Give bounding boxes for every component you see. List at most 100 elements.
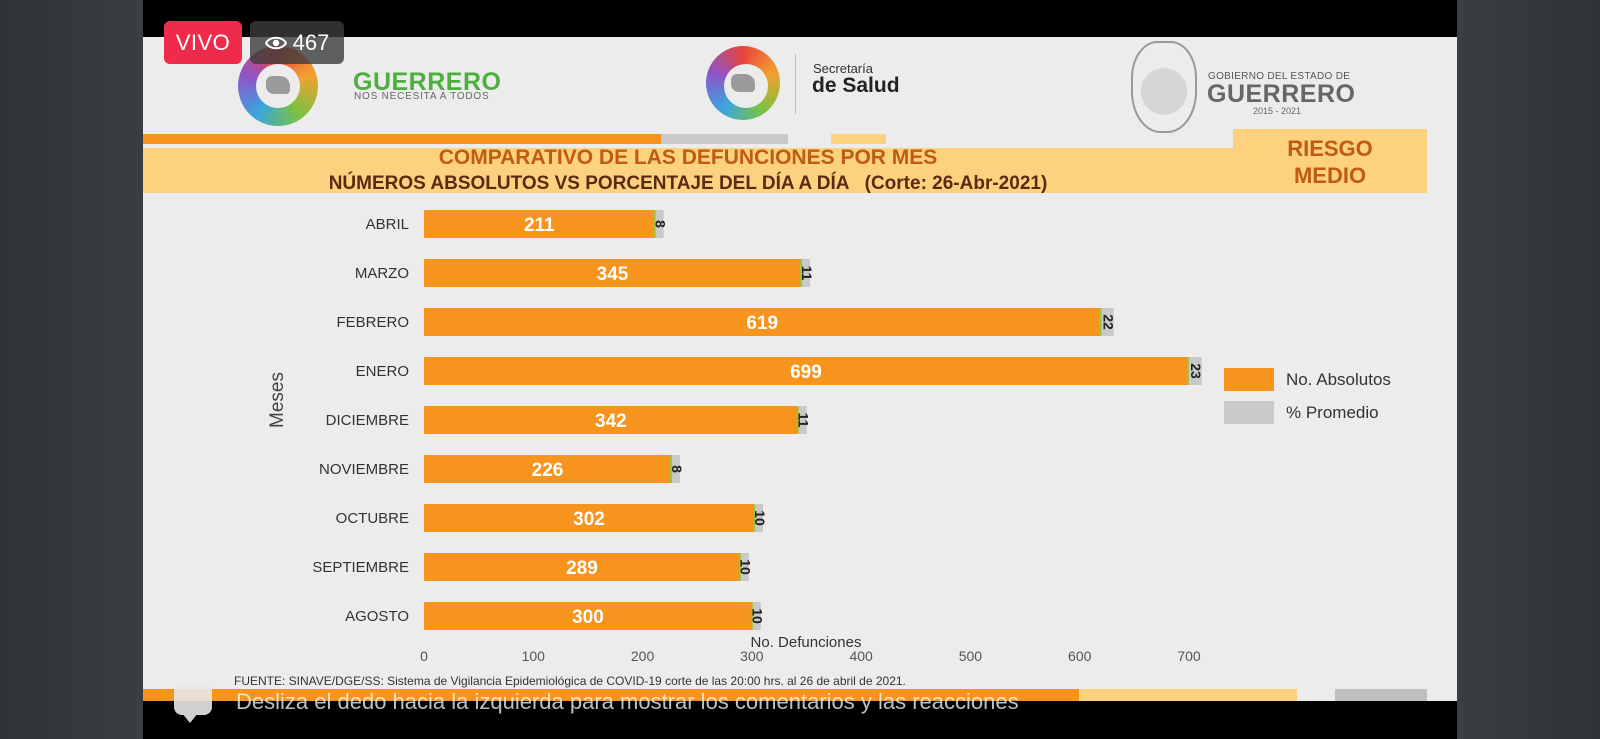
bar-separator xyxy=(1099,308,1102,336)
bar-promedio xyxy=(739,553,749,581)
comment-bar xyxy=(143,701,1457,739)
x-tick-label: 0 xyxy=(420,648,428,664)
category-label: DICIEMBRE xyxy=(326,412,409,429)
data-label-absolutos: 699 xyxy=(790,362,822,383)
gobierno-label: GOBIERNO DEL ESTADO DE xyxy=(1208,71,1351,82)
bar-promedio xyxy=(754,504,764,532)
risk-line2: MEDIO xyxy=(1293,163,1367,188)
legend-label: % Promedio xyxy=(1286,402,1379,422)
data-label-absolutos: 211 xyxy=(524,215,555,236)
data-label-promedio: 23 xyxy=(1188,363,1204,379)
x-tick-label: 600 xyxy=(1068,648,1092,664)
bar-promedio xyxy=(801,259,811,287)
gobierno-name: GUERRERO xyxy=(1207,80,1356,108)
x-tick-label: 700 xyxy=(1177,648,1201,664)
data-label-promedio: 8 xyxy=(652,220,668,228)
guerrero-tagline: NOS NECESITA A TODOS xyxy=(354,91,490,102)
data-label-promedio: 8 xyxy=(669,465,685,473)
viewer-count: 467 xyxy=(292,29,330,55)
data-label-promedio: 11 xyxy=(799,266,815,281)
bar-promedio xyxy=(1187,357,1202,385)
category-label: ABRIL xyxy=(366,216,409,233)
x-tick-label: 400 xyxy=(849,648,873,664)
legend-label: No. Absolutos xyxy=(1286,369,1391,389)
data-label-absolutos: 345 xyxy=(597,264,629,285)
strip-orange xyxy=(143,134,661,144)
bar-absolutos xyxy=(424,259,802,287)
data-label-promedio: 10 xyxy=(738,559,754,575)
bar-absolutos xyxy=(424,602,752,630)
title-band xyxy=(143,148,1233,193)
salud-label: de Salud xyxy=(812,74,900,97)
strip-yellow xyxy=(831,134,886,144)
data-label-absolutos: 289 xyxy=(566,558,598,579)
bottom-strip-yellow xyxy=(1079,689,1297,701)
category-label: ENERO xyxy=(356,363,409,380)
category-label: AGOSTO xyxy=(345,608,409,625)
bar-promedio xyxy=(670,455,680,483)
bar-separator xyxy=(753,504,756,532)
bar-promedio xyxy=(654,210,664,238)
category-label: FEBRERO xyxy=(336,314,409,331)
x-tick-label: 300 xyxy=(740,648,764,664)
x-axis-label: No. Defunciones xyxy=(751,634,862,651)
data-label-absolutos: 300 xyxy=(572,607,604,628)
bar-promedio xyxy=(1100,308,1114,336)
background-left xyxy=(0,0,143,739)
data-label-promedio: 22 xyxy=(1100,314,1116,330)
divider xyxy=(795,54,796,114)
bar-separator xyxy=(669,455,672,483)
data-label-absolutos: 302 xyxy=(573,509,605,530)
legend-swatch-grey xyxy=(1224,401,1274,424)
gobierno-years: 2015 - 2021 xyxy=(1253,106,1302,116)
bar-separator xyxy=(750,602,753,630)
data-label-absolutos: 619 xyxy=(746,313,778,334)
bar-absolutos xyxy=(424,308,1101,336)
bar-absolutos xyxy=(424,406,798,434)
bar-separator xyxy=(800,259,803,287)
bar-promedio xyxy=(751,602,761,630)
bar-separator xyxy=(1186,357,1189,385)
data-label-promedio: 10 xyxy=(752,510,768,526)
bar-absolutos xyxy=(424,553,740,581)
salud-logo-icon xyxy=(706,46,780,120)
slide-title: COMPARATIVO DE LAS DEFUNCIONES POR MES xyxy=(438,146,938,169)
guerrero-brand: GUERRERO xyxy=(353,68,502,96)
strip-grey xyxy=(661,134,788,144)
category-label: SEPTIEMBRE xyxy=(312,559,409,576)
state-seal-icon xyxy=(1131,41,1197,133)
x-tick-label: 100 xyxy=(522,648,546,664)
bar-absolutos xyxy=(424,357,1188,385)
bottom-strip-grey xyxy=(1335,689,1427,701)
bar-absolutos xyxy=(424,210,655,238)
data-label-promedio: 11 xyxy=(796,413,812,428)
eye-icon xyxy=(264,36,287,49)
source-note: FUENTE: SINAVE/DGE/SS: Sistema de Vigila… xyxy=(234,674,906,688)
data-label-absolutos: 226 xyxy=(532,460,564,481)
risk-line1: RIESGO xyxy=(1287,136,1373,161)
secretaria-label: Secretaría xyxy=(813,61,873,76)
category-label: MARZO xyxy=(355,265,409,282)
data-label-absolutos: 342 xyxy=(595,411,627,432)
category-label: OCTUBRE xyxy=(336,510,409,527)
y-axis-label: Meses xyxy=(267,372,288,428)
viewer-count-badge: 467 xyxy=(250,21,344,64)
bar-absolutos xyxy=(424,455,671,483)
comment-icon[interactable] xyxy=(174,683,212,723)
bar-separator xyxy=(796,406,799,434)
x-tick-label: 200 xyxy=(631,648,655,664)
background-right xyxy=(1457,0,1600,739)
risk-badge: RIESGO MEDIO xyxy=(1233,129,1427,193)
bar-promedio xyxy=(797,406,807,434)
live-badge: VIVO xyxy=(164,21,242,64)
legend-swatch-orange xyxy=(1224,368,1274,391)
category-label: NOVIEMBRE xyxy=(319,461,409,478)
bar-absolutos xyxy=(424,504,755,532)
bottom-strip-orange xyxy=(143,689,1079,701)
bar-separator xyxy=(653,210,656,238)
bar-separator xyxy=(738,553,741,581)
legend-item-absolutos: No. Absolutos xyxy=(1224,368,1391,391)
x-tick-label: 500 xyxy=(959,648,983,664)
data-label-promedio: 10 xyxy=(750,608,766,624)
